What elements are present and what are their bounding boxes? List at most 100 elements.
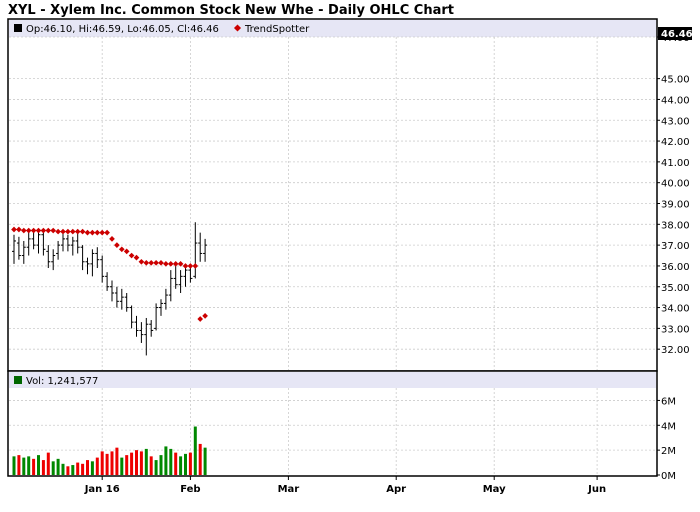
ohlc-bar [198,232,203,262]
volume-bar [27,456,31,475]
volume-axis: 0M 2M 4M 6M [657,396,676,482]
price-tick-label: 45.00 [661,75,690,86]
price-axis: 32.00 33.00 34.00 35.00 36.00 37.00 38.00 39.00… [657,33,690,356]
ohlc-bar [168,270,173,302]
volume-bar [179,456,183,475]
ohlc-bar [114,286,119,308]
volume-tick-label: 2M [661,446,676,457]
price-tick-label: 38.00 [661,220,690,231]
volume-marks [12,426,207,475]
price-panel [7,18,658,372]
volume-bar [12,456,16,475]
ohlc-bar [85,257,90,275]
trendspotter-marker [94,229,101,236]
volume-bar [46,452,50,475]
ohlc-bar [70,236,75,256]
x-tick-label: Feb [180,484,200,495]
volume-bar [32,458,36,475]
ohlc-legend: Op:46.10, Hi:46.59, Lo:46.05, Cl:46.46 [26,24,219,35]
ohlc-bar [183,265,188,287]
trendspotter-marker [114,242,120,248]
volume-legend-swatch [14,376,22,384]
price-tick-label: 34.00 [661,304,690,315]
x-axis: Jan 16 Feb Mar Apr May Jun [84,476,606,495]
volume-bar [76,462,80,475]
volume-bar [56,458,60,475]
x-tick-label: Jan 16 [84,484,120,495]
volume-bar [71,465,75,475]
trendspotter-marker [167,261,174,267]
trendspotter-marker [148,259,155,266]
trendspotter-marker [197,316,204,322]
volume-bar [41,460,45,475]
ohlc-bar [65,234,70,252]
volume-bar [51,461,55,475]
trendspotter-marker [74,228,81,235]
volume-bar [37,455,40,475]
volume-bar [154,460,158,475]
price-tick-label: 44.00 [661,95,690,106]
volume-bar [115,447,119,475]
trendspotter-marker [109,236,115,242]
trendspotter-marker [163,261,169,267]
volume-bar [164,446,168,475]
trendspotter-legend: TrendSpotter [244,24,310,35]
volume-bar [149,456,153,475]
volume-bar [61,463,65,475]
ohlc-bar [75,232,80,254]
trendspotter-marker [192,263,199,269]
volume-legend: Vol: 1,241,577 [26,376,98,387]
price-tick-label: 43.00 [661,116,690,127]
ohlc-bar [144,317,149,356]
ohlc-bar [80,245,85,271]
price-tick-label: 33.00 [661,324,690,335]
price-tick-label: 41.00 [661,158,690,169]
ohlc-bar [203,238,208,262]
volume-bar [198,443,202,475]
trendspotter-marker [153,259,159,266]
trendspotter-marker [128,252,135,259]
ohlc-bar [26,232,31,256]
last-price-label: 46.46 [661,29,693,40]
trendspotter-marker [182,263,189,269]
x-tick-label: Apr [386,484,406,495]
volume-bar [81,463,85,475]
volume-bar [130,452,134,475]
ohlc-bar [21,240,26,264]
volume-bar [22,457,26,475]
volume-bar [184,453,187,475]
trendspotter-marker [172,261,179,267]
volume-bar [105,453,109,475]
volume-bar [174,452,178,475]
last-price-badge [658,27,692,40]
ohlc-bar [100,255,105,283]
trendspotter-marker [16,226,22,233]
price-marks [11,222,208,356]
ohlc-bar [163,288,168,310]
price-tick-label: 42.00 [661,137,690,148]
trendspotter-marker [202,313,208,319]
trendspotter-marker [158,259,164,266]
ohlc-bar [110,280,114,302]
ohlc-bar [193,222,198,279]
ohlc-bar [105,272,110,291]
ohlc-legend-swatch [14,24,22,32]
volume-bar [144,448,148,475]
trendspotter-legend-marker [233,24,242,32]
trendspotter-marker [177,261,184,267]
trendspotter-marker [143,259,150,266]
x-tick-label: May [483,484,506,495]
volume-bar [95,457,99,475]
ohlc-bar [46,245,51,269]
ohlc-bar [124,292,129,312]
volume-legend-strip [9,372,656,388]
price-tick-label: 39.00 [661,200,690,211]
trendspotter-marker [187,263,194,269]
volume-bar [120,457,124,475]
volume-bar [159,455,163,475]
x-tick-label: Mar [278,484,300,495]
trendspotter-marker [84,229,91,236]
trendspotter-marker [89,229,96,236]
trendspotter-marker [79,228,86,235]
